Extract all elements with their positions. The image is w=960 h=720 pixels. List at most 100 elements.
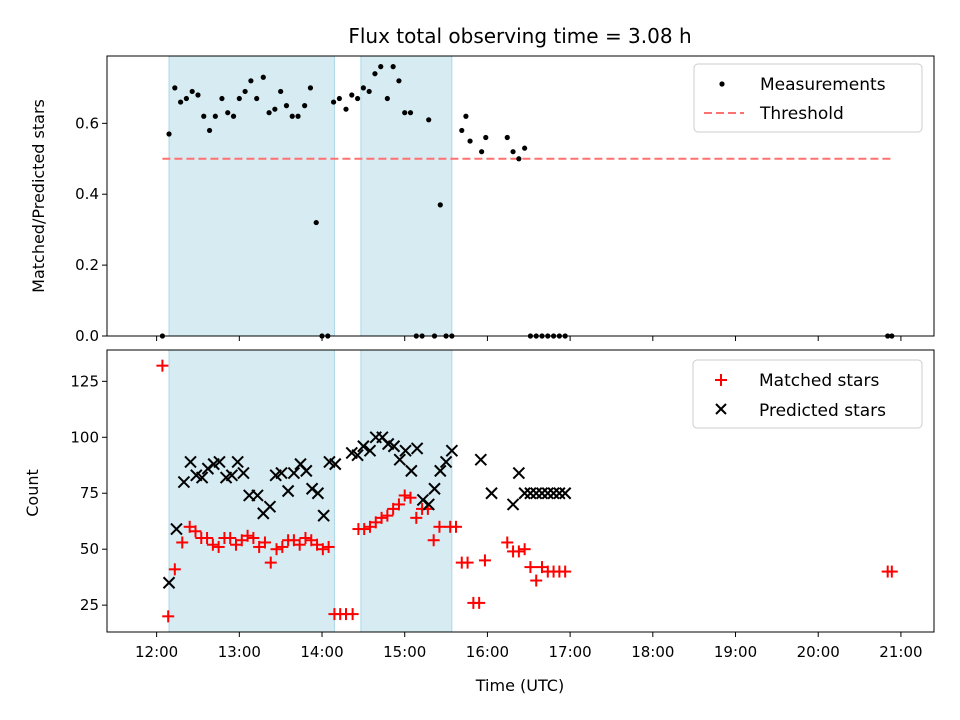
predicted-star-point (363, 444, 377, 457)
predicted-star-stroke-b (231, 455, 244, 469)
matched-star-point (247, 532, 260, 544)
predicted-star-point (177, 475, 191, 489)
measurement-point (260, 74, 266, 80)
predicted-star-stroke-b (237, 466, 250, 480)
measurement-point (189, 88, 195, 95)
matched-star-point (270, 543, 283, 556)
measurement-point (272, 106, 278, 112)
time-x-tick-label: 19:00 (714, 643, 757, 661)
measurement-point (183, 95, 189, 102)
measurement-point (459, 127, 465, 134)
time-x-tick-label: 20:00 (797, 643, 840, 661)
measurement-point (313, 219, 319, 226)
matched-star-point (316, 543, 329, 556)
predicted-star-stroke-b (323, 455, 336, 469)
measurement-point (349, 92, 355, 98)
measurement-point (396, 78, 402, 84)
measurement-point (248, 78, 254, 84)
measurement-point (426, 117, 432, 123)
count-y-tick-label: 25 (80, 596, 99, 614)
ratio-y-tick-label: 0.2 (75, 256, 99, 274)
predicted-star-point (162, 576, 176, 589)
measurement-point (366, 88, 372, 95)
predicted-star-stroke-b (281, 484, 295, 498)
time-x-tick-label: 18:00 (631, 643, 674, 661)
measurement-point (225, 110, 231, 116)
ylabel-count: Count (23, 469, 42, 517)
predicted-star-stroke-b (162, 576, 176, 589)
predicted-star-stroke-b (445, 444, 459, 457)
matched-star-point (212, 540, 225, 553)
predicted-star-point (170, 522, 183, 536)
matched-star-point (461, 556, 474, 569)
time-x-tick-label: 15:00 (383, 643, 426, 661)
predicted-star-stroke-b (263, 500, 277, 513)
legend-matched-marker (715, 374, 727, 386)
matched-star-point (264, 556, 277, 569)
predicted-star-stroke-b (225, 469, 239, 482)
panel-count: 25 50 75 100 125 12:00 13:00 14:00 15:00 16:00 17… (23, 349, 935, 695)
matched-star-point (404, 491, 417, 504)
predicted-star-point (213, 455, 226, 469)
predicted-star-stroke-b (294, 457, 307, 471)
measurement-point (384, 95, 390, 102)
predicted-star-stroke-b (170, 522, 183, 536)
predicted-star-point (518, 487, 531, 500)
measurement-point (302, 103, 308, 109)
predicted-star-stroke-b (434, 464, 447, 478)
legend-ratio: Measurements Threshold (693, 63, 923, 133)
predicted-star-stroke-b (474, 453, 488, 466)
panel-ratio-frame (106, 55, 935, 337)
matched-star-point (433, 520, 446, 533)
predicted-star-point (387, 440, 401, 453)
predicted-star-stroke-b (351, 448, 364, 462)
measurement-point (330, 99, 337, 105)
predicted-star-stroke-b (184, 455, 197, 469)
count-y-tick-label: 125 (70, 372, 99, 390)
legend-measurements-marker (719, 81, 725, 87)
predicted-star-stroke-b (518, 487, 531, 500)
ratio-y-tick-label: 0.6 (75, 114, 99, 132)
matched-star-point (410, 511, 423, 524)
predicted-star-stroke-b (177, 475, 191, 489)
predicted-star-stroke-b (190, 469, 203, 482)
predicted-star-stroke-b (300, 464, 313, 478)
legend-predicted-label: Predicted stars (759, 401, 886, 421)
predicted-star-point (251, 489, 264, 502)
predicted-star-point (405, 464, 418, 478)
matched-star-point (427, 534, 440, 547)
matched-star-point (168, 563, 181, 576)
matched-star-point (473, 596, 486, 609)
predicted-star-stroke-b (329, 457, 342, 471)
measurement-point (354, 95, 361, 102)
matched-star-point (392, 498, 405, 511)
predicted-star-point (535, 487, 549, 500)
measurement-point (378, 64, 384, 70)
predicted-star-point (281, 484, 295, 498)
predicted-star-point (237, 466, 250, 480)
predicted-star-stroke-b (524, 487, 537, 500)
measurement-point (463, 113, 469, 119)
predicted-star-stroke-b (439, 455, 453, 469)
matched-star-point (501, 536, 514, 549)
count-y-tick-label: 50 (80, 540, 99, 558)
predicted-star-point (474, 453, 488, 466)
observing-interval-bottom-1 (360, 349, 453, 633)
chart-title: Flux total observing time = 3.08 h (348, 24, 691, 48)
measurement-point (201, 113, 207, 119)
matched-star-point (885, 565, 898, 578)
predicted-star-point (287, 466, 301, 480)
predicted-star-stroke-b (410, 442, 424, 455)
matched-star-point (524, 561, 537, 574)
predicted-star-point (445, 444, 459, 457)
measurement-point (230, 113, 237, 119)
predicted-star-point (439, 455, 453, 469)
measurement-point (195, 92, 201, 98)
measurement-point (219, 95, 225, 102)
predicted-star-stroke-b (428, 482, 441, 495)
time-x-tick-label: 17:00 (549, 643, 592, 661)
matched-star-point (206, 538, 219, 551)
predicted-star-point (541, 487, 554, 500)
predicted-star-point (512, 466, 526, 480)
measurement-point (206, 127, 213, 134)
